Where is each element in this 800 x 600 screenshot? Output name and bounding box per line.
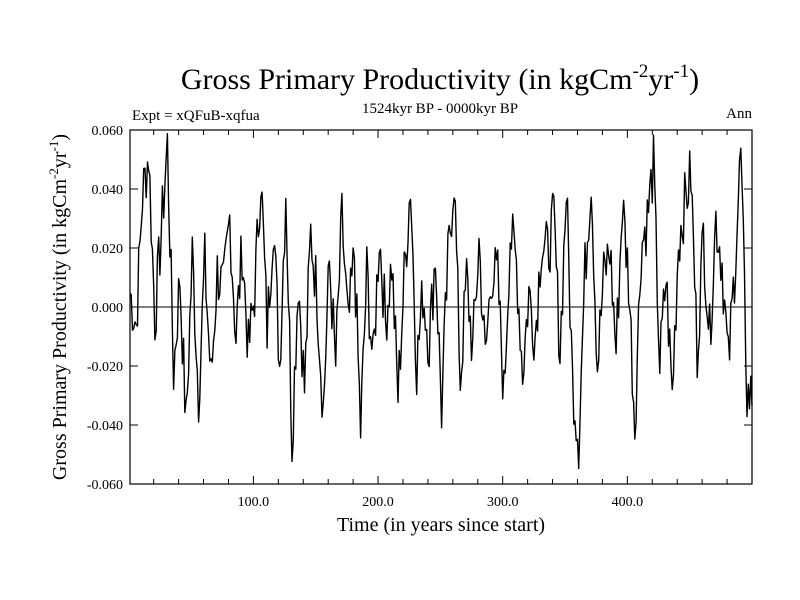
y-tick-label: -0.060 (87, 478, 123, 493)
y-tick-label: -0.040 (87, 419, 123, 434)
series-line-ann (129, 132, 753, 470)
x-tick-label: 100.0 (238, 495, 270, 510)
x-tick-label: 400.0 (612, 495, 644, 510)
y-tick-label: -0.020 (87, 360, 123, 375)
y-tick-label: 0.040 (92, 183, 124, 198)
experiment-label: Expt = xQFuB-xqfua (132, 108, 260, 124)
y-tick-label: 0.020 (92, 242, 124, 257)
y-axis-label: Gross Primary Productivity (in kgCm-2yr-… (46, 134, 71, 480)
season-label: Ann (726, 106, 752, 122)
x-axis-label: Time (in years since start) (337, 514, 545, 536)
x-axis: 100.0 200.0 300.0 400.0 (153, 130, 728, 510)
y-tick-label: 0.060 (92, 124, 124, 139)
x-tick-label: 300.0 (487, 495, 519, 510)
period-label: 1524kyr BP - 0000kyr BP (362, 101, 518, 117)
chart-title: Gross Primary Productivity (in kgCm-2yr-… (181, 61, 699, 96)
y-tick-label: 0.000 (92, 301, 124, 316)
x-tick-label: 200.0 (362, 495, 394, 510)
